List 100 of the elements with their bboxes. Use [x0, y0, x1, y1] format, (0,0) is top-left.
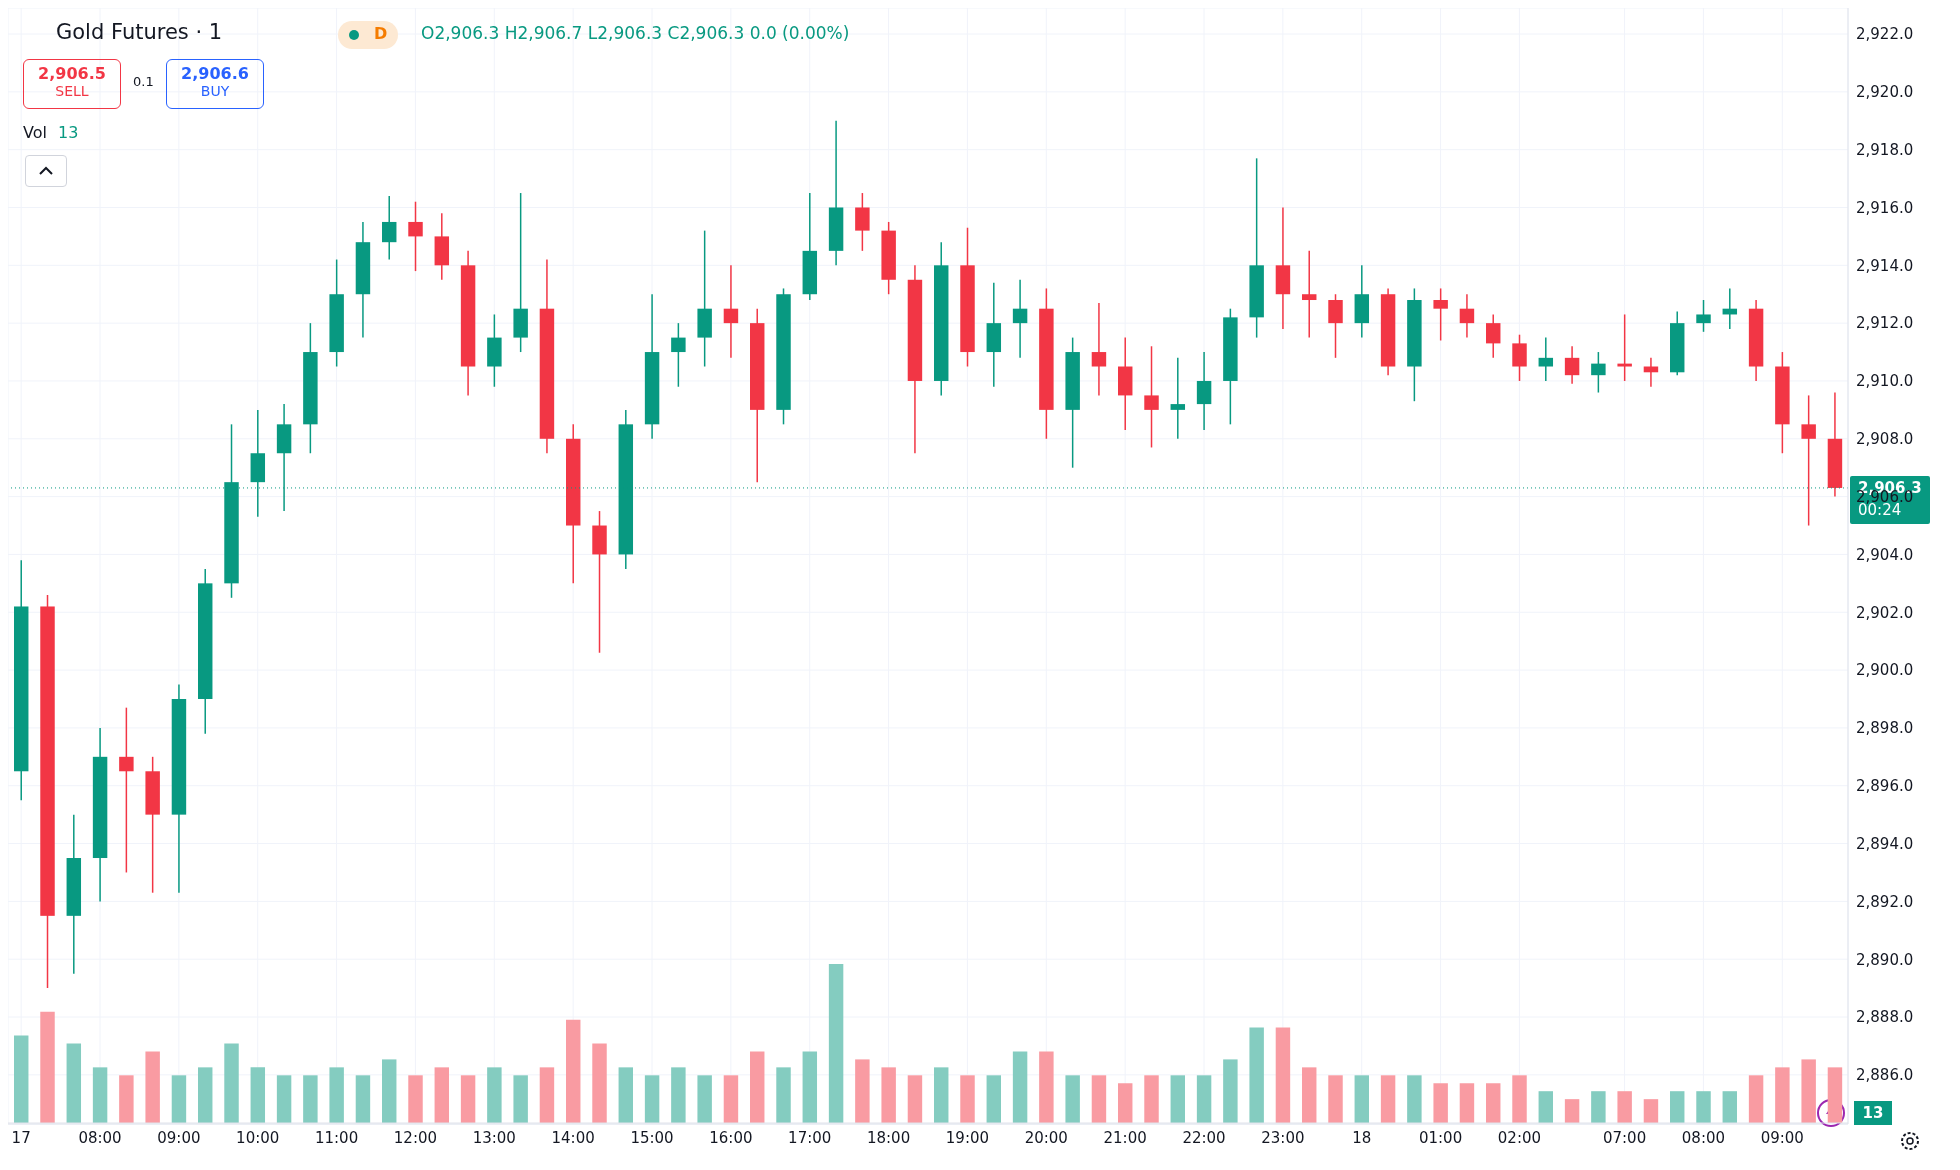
annotation: 2,906.5: [37, 64, 107, 83]
bar: [1407, 1075, 1422, 1123]
y-tick-label: 2,920.0: [1856, 83, 1914, 102]
bar: [40, 1011, 55, 1123]
x-tick-label: 23:00: [1261, 1128, 1305, 1147]
bar: [66, 1043, 82, 1123]
candlestick: [1512, 333, 1527, 382]
candlestick: [408, 200, 423, 272]
bar: [1091, 1075, 1107, 1123]
x-tick-label: 16:00: [709, 1128, 753, 1147]
bar: [171, 1075, 187, 1123]
text: Gold Futures · 1: [56, 20, 223, 44]
candlestick: [1486, 313, 1501, 359]
bar: [1670, 1091, 1685, 1123]
candlestick: [671, 322, 686, 388]
bar: [1564, 1099, 1580, 1123]
bar: [881, 1067, 896, 1123]
candlestick: [1012, 279, 1028, 359]
y-tick-label: 2,918.0: [1856, 140, 1914, 159]
annotation: 13: [58, 123, 79, 142]
bar: [1748, 1075, 1764, 1123]
bar: [1170, 1075, 1186, 1123]
candlestick: [1801, 394, 1816, 527]
bar: [750, 1051, 765, 1123]
annotation: Vol: [23, 123, 47, 142]
bar: [355, 1075, 371, 1123]
candlestick: [1433, 287, 1448, 342]
text: 13: [1854, 1101, 1892, 1125]
bar: [828, 964, 844, 1123]
bar: [1380, 1075, 1396, 1123]
x-tick-label: 08:00: [78, 1128, 122, 1147]
bar: [671, 1067, 686, 1123]
bar: [1223, 1059, 1238, 1123]
y-tick-label: 2,904.0: [1856, 545, 1914, 564]
y-tick-label: 2,902.0: [1856, 603, 1914, 622]
bar: [1275, 1027, 1291, 1123]
candlestick: [1591, 351, 1606, 394]
bar: [1643, 1099, 1659, 1123]
bar: [934, 1067, 949, 1123]
bar: [303, 1075, 318, 1123]
y-tick-label: 2,922.0: [1856, 25, 1914, 44]
y-tick-label: 2,896.0: [1856, 777, 1914, 796]
bar: [1012, 1051, 1028, 1123]
bar: [1486, 1083, 1501, 1123]
x-tick-label: 08:00: [1681, 1128, 1726, 1147]
candlestick: [1091, 302, 1107, 397]
bar: [1039, 1051, 1054, 1123]
bar: [618, 1067, 634, 1123]
annotation: O2,906.3 H2,906.7 L2,906.3 C2,906.3 0.0 (0.00%): [421, 23, 850, 43]
y-tick-label: 2,914.0: [1856, 256, 1914, 275]
annotation: SELL: [54, 83, 90, 99]
bar: [1354, 1075, 1370, 1123]
candlestick: [723, 264, 739, 359]
bar: [1538, 1091, 1554, 1123]
bar: [723, 1075, 739, 1123]
candlestick: [382, 195, 397, 261]
bar: [986, 1075, 1002, 1123]
annotation: 0.1: [133, 74, 154, 89]
bar: [592, 1043, 607, 1123]
bar: [960, 1075, 975, 1123]
x-tick-label: 17: [11, 1128, 31, 1147]
candlestick: [1196, 351, 1212, 431]
bar: [1118, 1083, 1133, 1123]
x-tick-label: 21:00: [1103, 1128, 1147, 1147]
bar: [224, 1043, 239, 1123]
bar: [1065, 1075, 1080, 1123]
bar: [1144, 1075, 1159, 1123]
bar: [1775, 1067, 1790, 1123]
y-tick-label: 2,898.0: [1856, 719, 1914, 738]
x-tick-label: 17:00: [788, 1128, 832, 1147]
x-tick-label: 12:00: [393, 1128, 438, 1147]
candlestick: [119, 706, 134, 874]
bar: [198, 1067, 213, 1123]
x-tick-label: 20:00: [1024, 1128, 1068, 1147]
x-tick-label: 13:00: [472, 1128, 516, 1147]
y-tick-label: 2,908.0: [1856, 430, 1914, 449]
x-tick-label: 11:00: [314, 1128, 359, 1147]
bar: [855, 1059, 870, 1123]
bar: [145, 1051, 160, 1123]
x-tick-label: 09:00: [157, 1128, 201, 1147]
y-tick-label: 2,912.0: [1856, 314, 1914, 333]
x-tick-label: 10:00: [236, 1128, 280, 1147]
bar: [1328, 1075, 1343, 1123]
y-tick-label: 2,916.0: [1856, 198, 1914, 217]
bar: [92, 1067, 108, 1123]
x-tick-label: 15:00: [630, 1128, 674, 1147]
bar: [434, 1067, 450, 1123]
candlestick: [1696, 299, 1711, 333]
bar: [1617, 1091, 1632, 1123]
bar: [1249, 1027, 1264, 1123]
y-tick-label: 2,886.0: [1856, 1066, 1914, 1085]
candlestick: [1617, 313, 1632, 382]
bar: [329, 1067, 344, 1123]
x-tick-label: 07:00: [1602, 1128, 1647, 1147]
y-tick-label: 2,910.0: [1856, 372, 1914, 391]
candlestick: [1170, 357, 1186, 440]
annotation: BUY: [199, 83, 231, 99]
bar: [513, 1075, 528, 1123]
bar: [1722, 1091, 1738, 1123]
y-tick-label: 2,888.0: [1856, 1008, 1914, 1027]
